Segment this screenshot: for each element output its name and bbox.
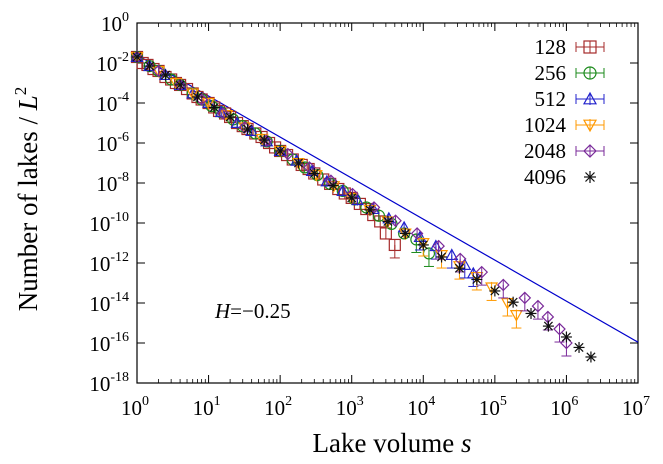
data-point	[573, 341, 585, 353]
y-tick-label: 10-10	[89, 210, 129, 236]
legend-entry-512: 512	[535, 87, 605, 111]
plot-frame	[136, 22, 639, 384]
legend-marker	[575, 119, 605, 133]
data-point	[131, 51, 143, 63]
x-tick-label: 107	[622, 394, 650, 420]
data-point	[436, 251, 448, 263]
data-point	[249, 127, 262, 140]
data-point	[324, 174, 338, 188]
legend-entry-256: 256	[535, 61, 605, 85]
x-tick-label: 106	[550, 394, 578, 420]
data-point	[379, 227, 392, 240]
legend-label: 128	[535, 35, 567, 59]
data-marks	[130, 50, 597, 363]
legend-entry-128: 128	[535, 35, 605, 59]
legend-label: 256	[535, 61, 567, 85]
data-point	[327, 179, 339, 191]
data-point	[174, 79, 186, 91]
data-point	[202, 97, 216, 110]
data-point	[560, 331, 572, 343]
data-point	[553, 322, 566, 343]
fit-line	[136, 54, 639, 343]
data-point	[208, 101, 220, 113]
data-point	[542, 320, 554, 332]
data-point	[489, 285, 501, 297]
data-point	[152, 64, 165, 78]
data-point	[382, 215, 394, 227]
data-point	[159, 69, 171, 81]
series-128	[130, 50, 401, 259]
data-point	[388, 238, 401, 259]
data-point	[281, 147, 295, 161]
data-point	[292, 157, 304, 169]
legend-marker	[575, 91, 605, 105]
y-tick-label: 10-4	[96, 90, 129, 116]
data-point	[422, 247, 436, 267]
series-4096	[131, 51, 597, 363]
legend-label: 2048	[524, 139, 566, 163]
data-point	[216, 107, 230, 120]
data-point	[525, 307, 537, 319]
y-tick-label: 10-8	[96, 170, 129, 196]
legend-entry-1024: 1024	[524, 113, 605, 137]
data-point	[389, 214, 402, 228]
data-point	[410, 227, 424, 240]
data-point	[475, 265, 489, 286]
x-tick-label: 102	[264, 394, 292, 420]
data-point	[417, 239, 429, 251]
data-point	[496, 278, 510, 299]
legend-marker	[575, 40, 605, 54]
legend-marker	[575, 144, 605, 158]
legend-entry-2048: 2048	[524, 139, 605, 163]
x-tick-label: 100	[121, 394, 149, 420]
data-point	[585, 351, 597, 363]
x-tick-label: 101	[193, 394, 221, 420]
data-point	[191, 91, 203, 103]
legend-label: 4096	[524, 165, 566, 189]
data-point	[453, 262, 465, 274]
annotation-h: H=−0.25	[214, 299, 291, 323]
data-point	[324, 177, 337, 191]
legend-label: 1024	[524, 113, 567, 137]
legend-label: 512	[535, 87, 567, 111]
x-tick-label: 104	[407, 394, 435, 420]
data-point	[242, 123, 254, 135]
data-point	[336, 184, 350, 197]
data-point	[308, 167, 320, 179]
data-point	[364, 204, 376, 216]
data-point	[372, 209, 386, 222]
data-point	[507, 296, 519, 308]
data-point	[274, 145, 286, 157]
y-tick-label: 10-12	[89, 250, 129, 276]
x-axis-label: Lake volume s	[313, 428, 472, 458]
data-point	[399, 227, 411, 239]
legend-marker	[584, 171, 596, 183]
data-point	[471, 273, 483, 285]
data-point	[509, 309, 523, 329]
fit-line-layer	[136, 54, 639, 343]
y-tick-label: 10-6	[96, 130, 129, 156]
data-point	[258, 134, 270, 146]
x-tick-label: 103	[336, 394, 364, 420]
legend-marker	[575, 66, 605, 80]
legend-entry-4096: 4096	[524, 165, 596, 189]
y-tick-label: 10-18	[89, 370, 129, 396]
y-tick-label: 10-16	[89, 330, 129, 356]
y-tick-label: 10-14	[89, 290, 129, 316]
x-ticks: 100 101 102 103 104 105 106 107	[121, 23, 650, 420]
data-point	[500, 297, 514, 317]
data-point	[346, 192, 358, 204]
y-axis-label: Number of lakes / L2	[11, 87, 43, 311]
x-tick-label: 105	[479, 394, 507, 420]
data-point	[224, 111, 236, 123]
y-tick-label: 10-2	[96, 50, 129, 76]
plot-area: 100 101 102 103 104 105 106 107 100 10-2 10-4 10-6…	[89, 10, 650, 420]
y-tick-label: 100	[101, 10, 129, 36]
data-point	[350, 193, 364, 206]
data-point	[518, 291, 532, 312]
data-point	[531, 299, 545, 320]
data-point	[144, 60, 156, 72]
